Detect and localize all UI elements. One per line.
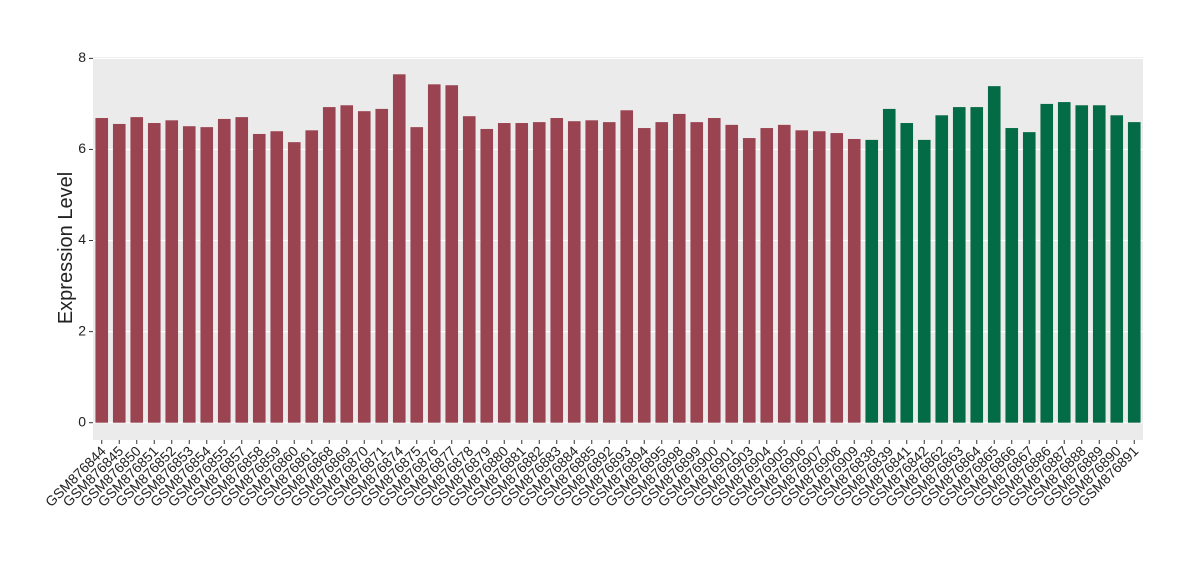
bar bbox=[882, 108, 896, 423]
bar bbox=[987, 86, 1001, 423]
bar bbox=[235, 117, 249, 423]
bar bbox=[130, 117, 144, 423]
bar bbox=[147, 123, 161, 423]
bar bbox=[725, 124, 739, 423]
bar bbox=[690, 122, 704, 423]
bar bbox=[427, 84, 441, 423]
bar bbox=[392, 74, 406, 423]
bar bbox=[812, 131, 826, 423]
bar bbox=[585, 120, 599, 423]
bar bbox=[1022, 132, 1036, 423]
bar bbox=[200, 127, 214, 423]
plot-panel bbox=[93, 57, 1143, 440]
bar bbox=[462, 116, 476, 423]
bar bbox=[550, 118, 564, 423]
bar bbox=[340, 105, 354, 423]
bar bbox=[1075, 105, 1089, 423]
bar bbox=[970, 107, 984, 423]
bar bbox=[777, 124, 791, 423]
bar bbox=[707, 118, 721, 423]
bar bbox=[1057, 102, 1071, 423]
bar bbox=[95, 118, 109, 423]
bar bbox=[270, 131, 284, 423]
bar bbox=[865, 139, 879, 423]
bar bbox=[410, 127, 424, 423]
bar bbox=[1040, 103, 1054, 423]
y-axis-title: Expression Level bbox=[55, 172, 77, 324]
bar bbox=[567, 121, 581, 423]
bar bbox=[900, 123, 914, 423]
bar bbox=[305, 130, 319, 423]
bar bbox=[655, 122, 669, 423]
bar bbox=[515, 123, 529, 423]
y-tick-label: 8 bbox=[78, 49, 86, 65]
bar bbox=[375, 108, 389, 423]
bar bbox=[637, 128, 651, 423]
bar bbox=[1092, 105, 1106, 423]
bar bbox=[357, 111, 371, 423]
bar bbox=[620, 110, 634, 423]
bar bbox=[217, 118, 231, 423]
bar bbox=[952, 107, 966, 423]
bar bbox=[672, 113, 686, 423]
y-tick-label: 2 bbox=[78, 322, 86, 338]
bar bbox=[760, 128, 774, 423]
bar bbox=[287, 142, 301, 423]
bar bbox=[795, 130, 809, 423]
bar bbox=[1005, 128, 1019, 423]
bar bbox=[847, 138, 861, 423]
bar bbox=[830, 133, 844, 423]
bar bbox=[742, 138, 756, 423]
bar bbox=[917, 139, 931, 423]
bar bbox=[497, 123, 511, 423]
bar bbox=[445, 85, 459, 423]
y-tick-label: 4 bbox=[78, 231, 86, 247]
bar bbox=[112, 123, 126, 423]
bar bbox=[532, 122, 546, 423]
bar bbox=[165, 120, 179, 423]
bar bbox=[182, 126, 196, 423]
bar bbox=[252, 133, 266, 423]
bar bbox=[1127, 122, 1141, 423]
y-tick-label: 0 bbox=[78, 413, 86, 429]
bar bbox=[322, 107, 336, 423]
bar bbox=[1110, 115, 1124, 423]
y-tick-label: 6 bbox=[78, 140, 86, 156]
bar bbox=[480, 128, 494, 423]
bar bbox=[935, 115, 949, 423]
bar bbox=[602, 122, 616, 423]
